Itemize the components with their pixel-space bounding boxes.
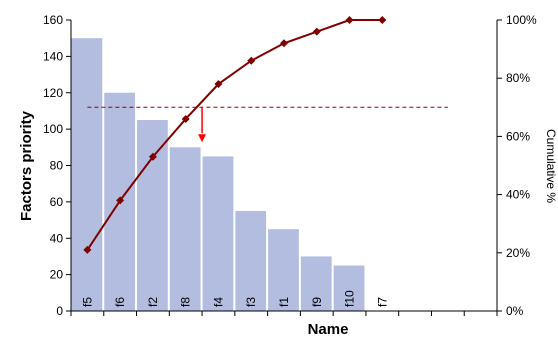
axes-layer <box>66 19 502 316</box>
category-label-f2: f2 <box>146 297 160 307</box>
y2-axis-title: Cumulative % <box>544 129 558 203</box>
bar-f1 <box>268 229 299 311</box>
threshold-arrow-head <box>198 134 207 143</box>
y2-tick-label: 20% <box>506 246 530 260</box>
cumulative-point-f7 <box>378 16 387 24</box>
cumulative-point-f3 <box>247 56 256 65</box>
y-tick-label: 120 <box>43 86 63 100</box>
cumulative-point-f8 <box>181 114 190 123</box>
cumulative-line <box>86 19 383 251</box>
category-label-f6: f6 <box>113 297 127 307</box>
bar-f8 <box>169 147 201 311</box>
y-axis-title: Factors priority <box>18 110 35 221</box>
category-label-f3: f3 <box>244 297 258 307</box>
category-label-f9: f9 <box>310 297 324 307</box>
category-label-f4: f4 <box>211 297 225 307</box>
y2-tick-label: 40% <box>506 188 530 202</box>
y-tick-label: 60 <box>50 195 64 209</box>
y2-tick-label: 80% <box>506 71 530 85</box>
y2-tick-label: 0% <box>506 304 524 318</box>
bar-f10 <box>333 265 365 311</box>
category-label-f1: f1 <box>277 297 291 307</box>
cumulative-point-f9 <box>312 27 321 36</box>
cumulative-point-f10 <box>345 16 354 24</box>
bar-f5 <box>71 38 103 311</box>
bar-f2 <box>137 120 168 311</box>
bar-f9 <box>300 256 332 311</box>
y2-tick-label: 100% <box>506 13 537 27</box>
category-label-f8: f8 <box>179 297 193 307</box>
cumulative-line-layer <box>83 16 387 254</box>
cumulative-point-f5 <box>83 245 92 254</box>
category-label-f10: f10 <box>343 290 357 307</box>
x-axis-title: Name <box>308 321 349 338</box>
bar-f3 <box>235 210 267 311</box>
y-tick-label: 160 <box>43 13 63 27</box>
y-tick-label: 40 <box>50 231 64 245</box>
threshold-layer <box>87 106 448 143</box>
bars-layer <box>71 38 365 311</box>
y-tick-label: 20 <box>50 268 64 282</box>
cumulative-point-f4 <box>214 80 223 89</box>
cumulative-point-f2 <box>148 152 157 161</box>
y-tick-label: 140 <box>43 49 63 63</box>
cumulative-point-f1 <box>280 39 288 48</box>
y-tick-label: 100 <box>43 122 63 136</box>
y-tick-label: 0 <box>56 304 63 318</box>
y-tick-label: 80 <box>50 159 64 173</box>
category-label-f7: f7 <box>375 297 389 307</box>
labels-layer: 0 20 40 60 80 100 120 140 160 0% 20% 40% 60% 80% 100% f… <box>43 13 537 318</box>
cumulative-point-f6 <box>116 196 125 205</box>
bar-f4 <box>202 156 234 311</box>
category-label-f5: f5 <box>80 297 94 307</box>
y2-tick-label: 60% <box>506 129 530 143</box>
